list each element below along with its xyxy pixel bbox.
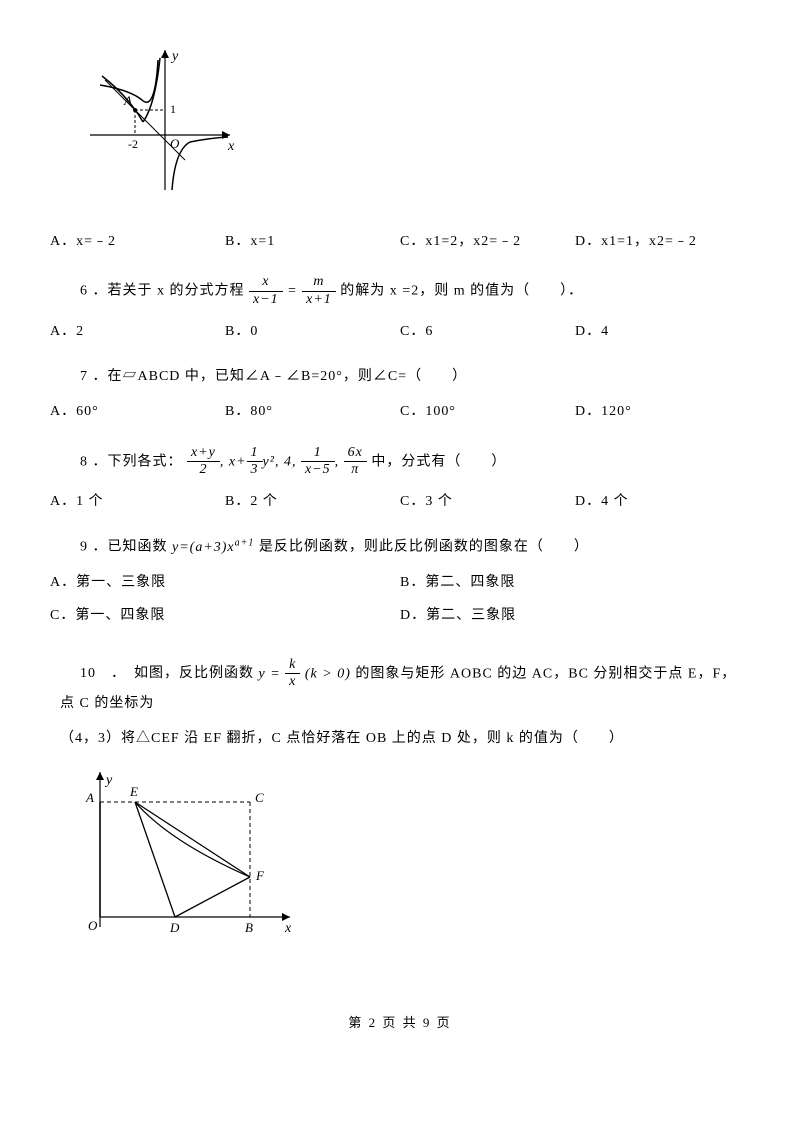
- q10-formula: y =: [259, 666, 286, 681]
- q9: 9 ．已知函数 y=(a+3)xa+1 是反比例函数，则此反比例函数的图象在（ …: [50, 534, 750, 560]
- q8-option-a: A．1 个: [50, 489, 225, 514]
- q8-term4: 1 x−5: [301, 445, 335, 480]
- q9-options: A．第一、三象限 B．第二、四象限 C．第一、四象限 D．第二、三象限: [50, 570, 750, 636]
- f2-A: A: [85, 790, 94, 805]
- q6-suffix: 的解为 x =2，则 m 的值为（ ）．: [340, 284, 583, 299]
- origin-label: O: [170, 136, 180, 151]
- q10-frac-num: k: [285, 657, 300, 675]
- q8: 8 ．下列各式： x+y 2 , x+ 1 3 y², 4, 1 x−5 , 6…: [50, 445, 750, 480]
- q8-suffix: 中，分式有（ ）: [371, 454, 506, 469]
- f2-y: y: [104, 773, 113, 788]
- tick-neg2: -2: [128, 137, 138, 151]
- q6: 6 ．若关于 x 的分式方程 x x−1 = m x+1 的解为 x =2，则 …: [50, 274, 750, 309]
- q8-t1-den: 2: [187, 462, 220, 479]
- hyperbola-graph: y x O A 1 -2: [80, 40, 240, 200]
- point-a-label: A: [123, 93, 132, 108]
- q6-options: A．2 B．0 C．6 D．4: [50, 319, 750, 344]
- q6-frac2-num: m: [302, 274, 336, 292]
- page-footer: 第 2 页 共 9 页: [50, 1011, 750, 1034]
- f2-C: C: [255, 790, 264, 805]
- q8-t3: 4: [284, 454, 292, 469]
- q9-formula-base: y=(a+3)x: [172, 540, 235, 555]
- q8-t2-num: 1: [247, 445, 263, 463]
- q9-prefix: 9 ．已知函数: [80, 540, 168, 555]
- q8-options: A．1 个 B．2 个 C．3 个 D．4 个: [50, 489, 750, 514]
- q9-option-c: C．第一、四象限: [50, 603, 400, 628]
- f2-D: D: [169, 920, 180, 935]
- q6-option-c: C．6: [400, 319, 575, 344]
- q5-option-a: A．x=﹣2: [50, 229, 225, 254]
- q6-option-b: B．0: [225, 319, 400, 344]
- q7-options: A．60° B．80° C．100° D．120°: [50, 399, 750, 424]
- q10-prefix: 10 ． 如图，反比例函数: [60, 666, 254, 681]
- q8-t4-den: x−5: [301, 462, 335, 479]
- f2-O: O: [88, 918, 98, 933]
- axis-x-label: x: [227, 139, 235, 154]
- q9-option-b: B．第二、四象限: [400, 570, 750, 595]
- f2-F: F: [255, 868, 265, 883]
- q6-option-d: D．4: [575, 319, 750, 344]
- q8-t2-den: 3: [247, 462, 263, 479]
- q8-term5: 6x π: [344, 445, 367, 480]
- rectangle-fold-graph: y x O A B C D E F: [80, 762, 300, 942]
- q10-cond: (k > 0): [305, 666, 351, 681]
- q6-prefix: 6 ．若关于 x 的分式方程: [80, 284, 245, 299]
- q7-option-d: D．120°: [575, 399, 750, 424]
- q9-option-d: D．第二、三象限: [400, 603, 750, 628]
- q7-option-c: C．100°: [400, 399, 575, 424]
- q10-line2: （4，3）将△CEF 沿 EF 翻折，C 点恰好落在 OB 上的点 D 处，则 …: [50, 726, 750, 751]
- q7: 7 ．在▱ABCD 中，已知∠A﹣∠B=20°，则∠C=（ ）: [50, 364, 750, 389]
- q5-options: A．x=﹣2 B．x=1 C．x1=2，x2=﹣2 D．x1=1，x2=﹣2: [50, 229, 750, 254]
- q8-t2-suffix: y²: [263, 454, 275, 469]
- q6-frac1-num: x: [249, 274, 283, 292]
- q10-figure: y x O A B C D E F: [80, 762, 750, 951]
- tick-1: 1: [170, 102, 176, 116]
- q6-frac2: m x+1: [302, 274, 336, 309]
- f2-E: E: [129, 784, 138, 799]
- q5-figure: y x O A 1 -2: [80, 40, 750, 209]
- q10: 10 ． 如图，反比例函数 y = k x (k > 0) 的图象与矩形 AOB…: [50, 657, 750, 717]
- q8-prefix: 8 ．下列各式：: [80, 454, 183, 469]
- q9-option-a: A．第一、三象限: [50, 570, 400, 595]
- q8-option-c: C．3 个: [400, 489, 575, 514]
- q6-frac2-den: x+1: [302, 292, 336, 309]
- q6-eq: =: [287, 284, 297, 299]
- q6-option-a: A．2: [50, 319, 225, 344]
- q9-formula: y=(a+3)xa+1: [172, 540, 259, 555]
- q8-t2a: x+: [229, 454, 247, 469]
- q8-option-b: B．2 个: [225, 489, 400, 514]
- q10-frac: k x: [285, 657, 300, 692]
- q6-frac1-den: x−1: [249, 292, 283, 309]
- q5-option-b: B．x=1: [225, 229, 400, 254]
- q6-frac1: x x−1: [249, 274, 283, 309]
- q7-option-a: A．60°: [50, 399, 225, 424]
- q10-frac-den: x: [285, 674, 300, 691]
- q9-suffix: 是反比例函数，则此反比例函数的图象在（ ）: [259, 540, 589, 555]
- q7-option-b: B．80°: [225, 399, 400, 424]
- q5-option-c: C．x1=2，x2=﹣2: [400, 229, 575, 254]
- f2-x: x: [284, 921, 292, 936]
- q8-option-d: D．4 个: [575, 489, 750, 514]
- q9-formula-exp: a+1: [235, 537, 255, 548]
- q8-term2: 1 3: [247, 445, 263, 480]
- q8-term1: x+y 2: [187, 445, 220, 480]
- q8-t1-num: x+y: [187, 445, 220, 463]
- axis-y-label: y: [170, 49, 179, 64]
- q5-option-d: D．x1=1，x2=﹣2: [575, 229, 750, 254]
- q8-t4-num: 1: [301, 445, 335, 463]
- q8-t5-den: π: [344, 462, 367, 479]
- q8-t5-num: 6x: [344, 445, 367, 463]
- f2-B: B: [245, 920, 253, 935]
